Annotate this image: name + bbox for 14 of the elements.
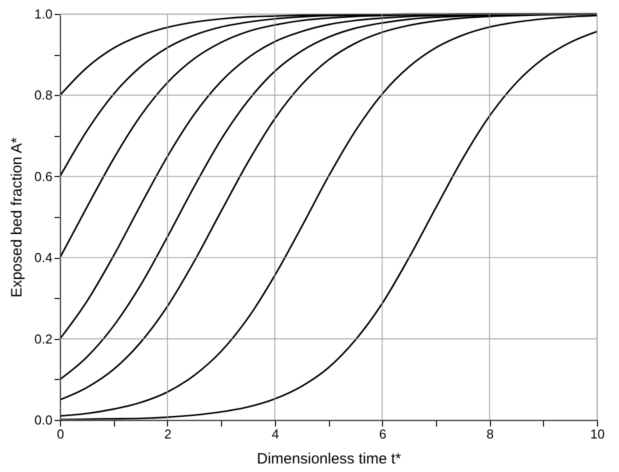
- x-tick-label: 8: [486, 426, 494, 442]
- y-tick-label: 0.8: [34, 88, 52, 103]
- y-tick-label: 1.0: [34, 6, 52, 22]
- y-tick-label: 0.0: [34, 412, 52, 428]
- y-tick-label: 0.4: [34, 250, 52, 266]
- y-tick-label: 0.2: [34, 331, 52, 346]
- y-axis-title: Exposed bed fraction A*: [8, 137, 26, 298]
- x-tick-label: 4: [272, 426, 279, 442]
- x-tick-label: 10: [590, 426, 605, 442]
- x-tick-label: 0: [56, 426, 64, 442]
- x-tick-label: 6: [379, 426, 386, 442]
- y-tick-label: 0.6: [34, 168, 52, 184]
- x-axis-title: Dimensionless time t*: [256, 450, 402, 468]
- x-tick-label: 2: [164, 426, 172, 442]
